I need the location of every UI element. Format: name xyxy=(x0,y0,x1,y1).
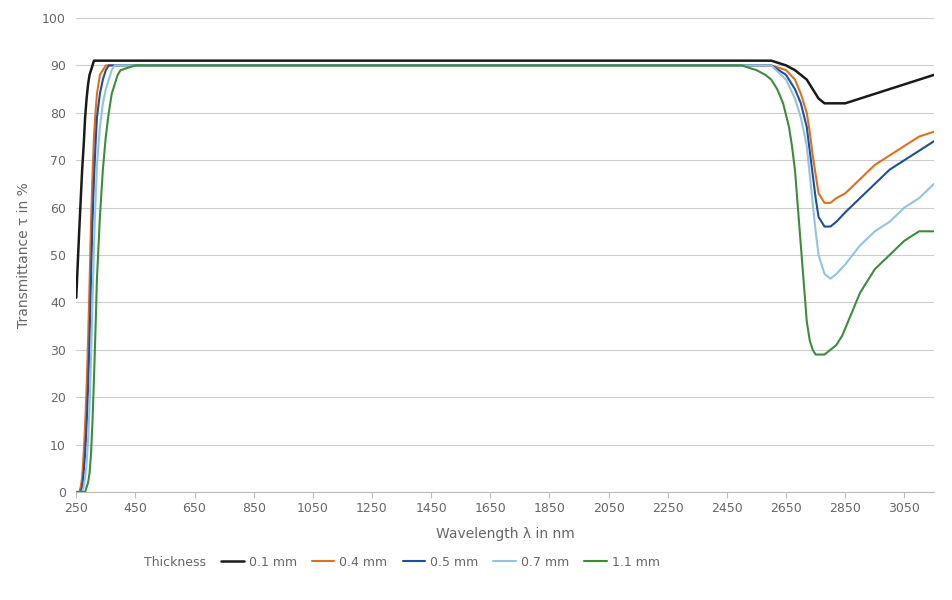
0.7 mm xyxy=(73,488,85,496)
0.1 mm xyxy=(70,294,82,301)
0.1 mm xyxy=(912,76,923,83)
0.5 mm xyxy=(705,62,717,69)
0.5 mm xyxy=(115,62,127,69)
1.1 mm xyxy=(676,62,687,69)
0.7 mm xyxy=(109,62,120,69)
Line: 0.4 mm: 0.4 mm xyxy=(76,65,933,492)
Y-axis label: Transmittance τ in %: Transmittance τ in % xyxy=(17,182,30,328)
0.1 mm xyxy=(927,71,939,79)
0.1 mm xyxy=(82,81,93,88)
1.1 mm xyxy=(410,62,422,69)
X-axis label: Wavelength λ in nm: Wavelength λ in nm xyxy=(435,527,574,541)
1.1 mm xyxy=(898,237,909,244)
0.7 mm xyxy=(617,62,628,69)
0.7 mm xyxy=(927,180,939,187)
0.4 mm xyxy=(927,128,939,136)
0.4 mm xyxy=(115,62,127,69)
0.4 mm xyxy=(806,152,818,159)
Legend: Thickness, 0.1 mm, 0.4 mm, 0.5 mm, 0.7 mm, 1.1 mm: Thickness, 0.1 mm, 0.4 mm, 0.5 mm, 0.7 m… xyxy=(117,556,659,569)
0.7 mm xyxy=(806,199,818,206)
0.5 mm xyxy=(927,137,939,145)
Line: 0.7 mm: 0.7 mm xyxy=(76,65,933,492)
0.5 mm xyxy=(73,488,85,496)
0.1 mm xyxy=(129,57,141,64)
0.7 mm xyxy=(764,62,776,69)
0.7 mm xyxy=(115,62,127,69)
Line: 0.5 mm: 0.5 mm xyxy=(76,65,933,492)
1.1 mm xyxy=(836,332,847,339)
0.7 mm xyxy=(70,488,82,496)
0.4 mm xyxy=(764,62,776,69)
0.4 mm xyxy=(617,62,628,69)
0.4 mm xyxy=(705,62,717,69)
0.4 mm xyxy=(100,62,111,69)
1.1 mm xyxy=(70,488,82,496)
0.5 mm xyxy=(617,62,628,69)
0.4 mm xyxy=(73,488,85,496)
0.5 mm xyxy=(806,171,818,178)
1.1 mm xyxy=(129,62,141,69)
0.4 mm xyxy=(70,488,82,496)
0.5 mm xyxy=(103,62,114,69)
0.1 mm xyxy=(853,95,864,102)
Line: 1.1 mm: 1.1 mm xyxy=(76,65,933,492)
0.5 mm xyxy=(764,62,776,69)
0.7 mm xyxy=(705,62,717,69)
1.1 mm xyxy=(927,227,939,235)
0.1 mm xyxy=(89,57,101,64)
1.1 mm xyxy=(109,81,120,88)
0.1 mm xyxy=(89,57,100,64)
Line: 0.1 mm: 0.1 mm xyxy=(76,61,933,298)
0.1 mm xyxy=(97,57,109,64)
1.1 mm xyxy=(97,166,109,173)
0.5 mm xyxy=(70,488,82,496)
